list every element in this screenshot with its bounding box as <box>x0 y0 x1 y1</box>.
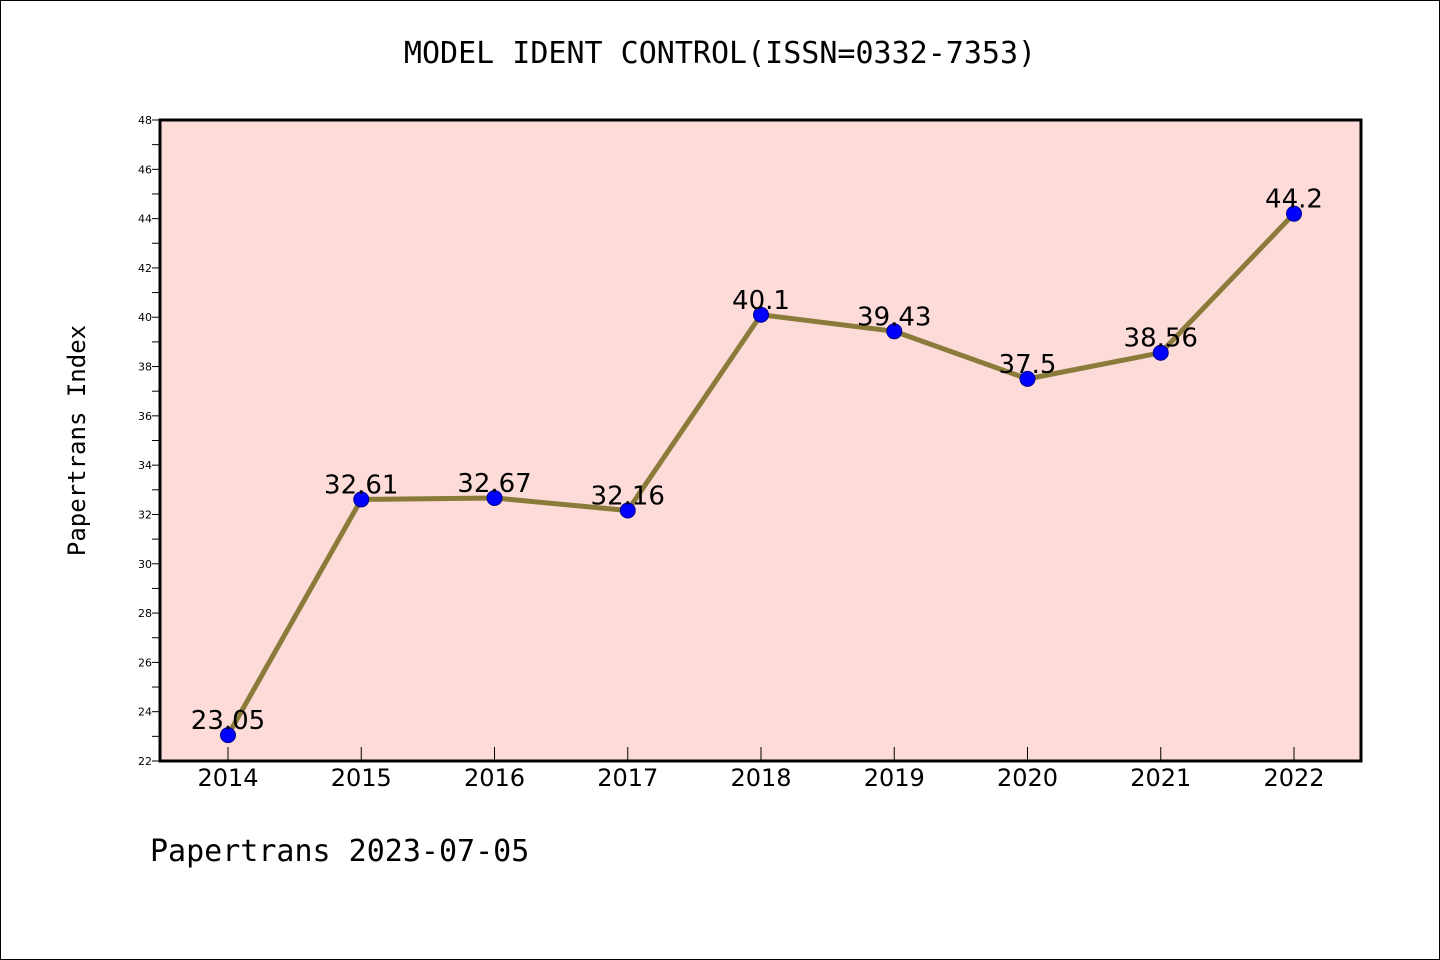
data-markers <box>220 205 1302 744</box>
y-tick-label: 32 <box>138 508 152 521</box>
y-axis-title: Papertrans Index <box>63 325 91 556</box>
x-tick-label: 2019 <box>864 764 925 792</box>
data-label: 32.61 <box>324 470 398 500</box>
data-point <box>753 306 769 323</box>
data-label: 32.16 <box>591 482 665 512</box>
y-tick-label: 28 <box>138 607 152 620</box>
y-tick-label: 40 <box>138 311 152 324</box>
x-tick-label: 2018 <box>730 764 791 792</box>
data-point <box>886 323 903 340</box>
x-tick-label: 2014 <box>197 764 258 792</box>
data-point <box>220 727 236 744</box>
y-tick-label: 42 <box>138 262 152 275</box>
plot-area <box>160 120 1361 761</box>
data-label: 32.67 <box>457 469 531 499</box>
data-label: 38.56 <box>1124 324 1198 354</box>
data-label: 44.2 <box>1265 185 1323 215</box>
data-label: 37.5 <box>999 350 1057 380</box>
y-tick-label: 48 <box>138 114 152 127</box>
y-tick-label: 36 <box>138 410 152 423</box>
x-axis: 2014 2015 2016 2017 2018 2019 2020 2021 2022 <box>197 747 1325 792</box>
y-tick-label: 44 <box>138 213 152 226</box>
y-tick-label: 46 <box>138 163 152 176</box>
y-tick-label: 38 <box>138 361 152 374</box>
x-tick-label: 2016 <box>464 764 525 792</box>
data-point <box>486 489 503 506</box>
y-tick-label: 26 <box>138 656 152 669</box>
y-tick-label: 34 <box>138 459 152 472</box>
data-labels: 23.05 32.61 32.67 32.16 40.1 39.43 37.5 38.56 44… <box>191 185 1323 736</box>
x-tick-label: 2015 <box>331 764 392 792</box>
y-tick-label: 30 <box>138 558 152 571</box>
y-tick-label: 24 <box>138 706 152 719</box>
data-point <box>1019 370 1036 387</box>
x-tick-label: 2021 <box>1130 764 1191 792</box>
chart-title: MODEL IDENT CONTROL(ISSN=0332-7353) <box>403 36 1037 71</box>
data-point <box>353 491 370 508</box>
data-point <box>1286 205 1302 222</box>
y-tick-label: 22 <box>138 755 152 768</box>
data-label: 23.05 <box>191 706 265 736</box>
footer-note: Papertrans 2023-07-05 <box>150 834 530 869</box>
data-point <box>619 502 636 519</box>
y-axis: 22 24 26 28 30 32 34 36 38 40 42 44 46 48 <box>138 114 160 768</box>
x-tick-label: 2022 <box>1263 764 1324 792</box>
x-tick-label: 2020 <box>997 764 1058 792</box>
data-label: 39.43 <box>857 302 931 332</box>
data-label: 40.1 <box>732 286 790 316</box>
x-tick-label: 2017 <box>597 764 658 792</box>
data-point <box>1152 344 1169 361</box>
plot-border <box>158 118 1363 763</box>
